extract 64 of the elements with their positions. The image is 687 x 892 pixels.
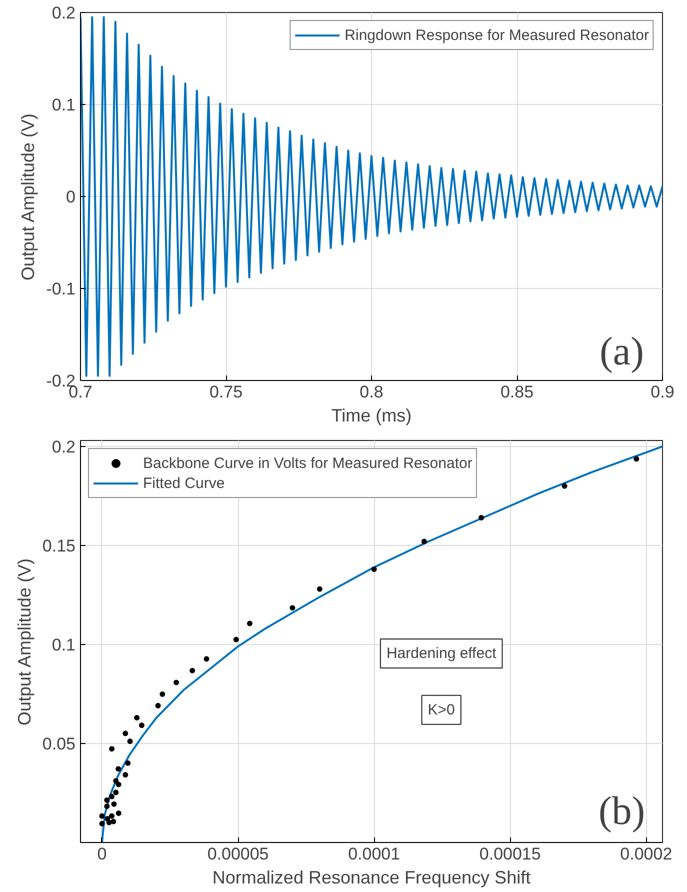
point — [122, 730, 128, 736]
point — [116, 766, 122, 772]
annotation: Hardening effect — [386, 645, 498, 662]
x-tick-label: 0.75 — [209, 382, 243, 402]
x-tick-label: 0.85 — [500, 382, 534, 402]
point — [109, 794, 115, 800]
point — [116, 782, 122, 788]
point — [134, 714, 140, 720]
y-tick-label: 0.2 — [52, 437, 76, 456]
x-tick-label: 0.9 — [650, 382, 674, 402]
point — [104, 797, 110, 803]
y-tick-label: 0.1 — [52, 635, 76, 654]
point — [99, 820, 105, 826]
point — [155, 702, 161, 708]
point — [204, 656, 210, 662]
point — [109, 746, 115, 752]
point — [316, 586, 322, 592]
point — [127, 738, 133, 744]
point — [111, 801, 117, 807]
point — [113, 778, 119, 784]
legend-label: Backbone Curve in Volts for Measured Resonator — [143, 454, 472, 472]
point — [421, 538, 427, 544]
x-axis-title: Normalized Resonance Frequency Shift — [212, 868, 531, 888]
y-tick-label: 0.15 — [42, 536, 76, 556]
y-tick-label: 0.1 — [52, 96, 76, 114]
annotation: (b) — [598, 788, 646, 833]
y-tick-label: 0.05 — [42, 734, 76, 754]
point — [113, 790, 119, 796]
y-tick-label: 0.2 — [52, 4, 76, 22]
x-tick-label: 0.0002 — [620, 844, 672, 864]
point — [109, 813, 115, 819]
legend-label: Fitted Curve — [143, 474, 225, 492]
y-axis-title: Output Amplitude (V) — [18, 113, 38, 281]
point — [371, 566, 377, 572]
annotation: K>0 — [428, 701, 455, 718]
point — [125, 760, 131, 766]
y-axis-title: Output Amplitude (V) — [14, 558, 34, 726]
x-tick-label: 0 — [97, 844, 107, 864]
point — [478, 514, 484, 520]
point — [634, 456, 640, 462]
point — [160, 691, 166, 697]
point — [116, 810, 122, 816]
point — [104, 804, 110, 810]
point — [233, 636, 239, 642]
point — [246, 620, 252, 626]
y-tick-label: -0.1 — [46, 280, 76, 298]
point — [122, 772, 128, 778]
point — [290, 605, 296, 611]
x-axis-title: Time (ms) — [331, 406, 412, 426]
legend-label: Ringdown Response for Measured Resonator — [344, 26, 649, 44]
point — [106, 820, 112, 826]
line-series — [80, 16, 662, 377]
y-tick-label: 0 — [66, 188, 76, 206]
x-tick-label: 0.00005 — [207, 844, 269, 864]
point — [138, 722, 144, 728]
annotation: (a) — [600, 328, 644, 374]
x-tick-label: 0.8 — [360, 382, 384, 402]
point — [99, 813, 105, 819]
point — [562, 483, 568, 489]
x-tick-label: 0.0001 — [348, 844, 400, 864]
line-series — [100, 445, 662, 842]
x-tick-label: 0.00015 — [479, 844, 541, 864]
point — [174, 680, 180, 686]
point — [190, 668, 196, 674]
